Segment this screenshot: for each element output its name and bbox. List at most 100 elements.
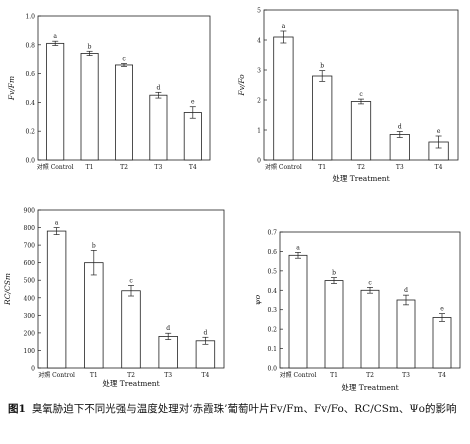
y-tick-label: 0.0	[267, 366, 277, 373]
x-tick-label: T2	[120, 164, 128, 171]
y-tick-label: 0.5	[267, 268, 277, 275]
bar	[350, 101, 372, 161]
x-axis-label: 处理 Treatment	[332, 173, 389, 183]
y-tick-label: 3	[257, 68, 261, 75]
y-tick-label: 0.3	[267, 307, 277, 314]
x-tick-label: T1	[318, 164, 326, 171]
chart-panel-3: 0 100 200 300 400 500 600 700 800 900 RC/CSm a 对照 Co…	[3, 208, 225, 388]
y-tick-label: 0.2	[267, 327, 277, 334]
bar	[312, 75, 333, 161]
significance-letter: d	[404, 287, 408, 294]
bar	[121, 290, 141, 369]
x-tick-label: T2	[357, 164, 365, 171]
y-tick-label: 200	[24, 330, 36, 337]
y-axis-label: ψo	[253, 294, 262, 305]
significance-letter: b	[88, 43, 92, 50]
significance-letter: d	[156, 84, 160, 91]
significance-letter: e	[440, 306, 444, 313]
y-tick-label: 0.7	[267, 230, 277, 237]
x-tick-label: 对照 Control	[37, 163, 74, 171]
significance-letter: e	[437, 128, 441, 135]
chart-panel-2: 0 1 2 3 4 5 Fv/Fo a 对照 Control b T1 c T2 d T3 e T4 处理 Tre…	[237, 8, 459, 183]
y-axis-label: Fv/Fo	[237, 74, 246, 97]
bar	[389, 134, 410, 161]
y-tick-label: 2	[257, 98, 261, 105]
y-tick-label: 0.6	[25, 71, 35, 78]
significance-letter: b	[92, 242, 96, 249]
x-tick-label: T4	[201, 372, 209, 379]
bar	[273, 36, 294, 161]
y-tick-label: 0.6	[267, 249, 277, 256]
bar	[80, 53, 99, 161]
x-tick-label: T3	[154, 164, 162, 171]
x-tick-label: T1	[90, 372, 98, 379]
x-tick-label: T2	[366, 372, 374, 379]
bar	[288, 254, 308, 369]
y-tick-label: 600	[24, 260, 36, 267]
significance-letter: c	[368, 279, 372, 286]
x-tick-label: T4	[189, 164, 197, 171]
bar	[432, 317, 452, 369]
y-axis-label: Fv/Fm	[7, 76, 16, 101]
significance-letter: a	[282, 23, 286, 30]
x-tick-label: T4	[438, 372, 446, 379]
x-tick-label: 对照 Control	[38, 371, 75, 379]
figure-caption-text: 臭氧胁迫下不同光强与温度处理对‘赤霞珠’葡萄叶片Fv/Fm、Fv/Fo、RC/C…	[31, 403, 457, 415]
x-tick-label: T3	[396, 164, 404, 171]
bar	[158, 335, 178, 369]
significance-letter: d	[398, 124, 402, 131]
significance-letter: d	[203, 329, 207, 336]
bar	[46, 230, 67, 369]
y-tick-label: 0.4	[267, 288, 277, 295]
x-tick-label: T3	[402, 372, 410, 379]
x-axis-label: 处理 Treatment	[102, 378, 159, 388]
x-tick-label: T4	[435, 164, 443, 171]
significance-letter: c	[129, 277, 133, 284]
y-tick-label: 4	[257, 38, 261, 45]
bar	[324, 280, 344, 369]
significance-letter: b	[320, 63, 324, 70]
chart-panel-4: 0.0 0.1 0.2 0.3 0.4 0.5 0.6 0.7 ψo a 对照 Control b T1…	[253, 230, 461, 392]
y-tick-label: 0.8	[25, 42, 35, 49]
y-tick-label: 100	[24, 348, 36, 355]
significance-letter: a	[53, 33, 57, 40]
significance-letter: d	[166, 325, 170, 332]
y-tick-label: 900	[24, 208, 36, 215]
bar	[115, 64, 134, 161]
figure-number: 图1	[8, 403, 26, 415]
y-tick-label: 1	[257, 128, 261, 135]
significance-letter: b	[332, 270, 336, 277]
y-tick-label: 0.4	[25, 100, 35, 107]
y-tick-label: 0	[31, 366, 35, 373]
y-tick-label: 0	[257, 158, 261, 165]
y-tick-label: 0.2	[25, 129, 35, 136]
x-tick-label: T1	[86, 164, 94, 171]
bar	[195, 340, 216, 369]
significance-letter: c	[359, 91, 363, 98]
x-tick-label: T2	[127, 372, 135, 379]
bar	[360, 289, 380, 369]
x-axis-label: 处理 Treatment	[341, 382, 398, 392]
bar	[183, 112, 202, 161]
bar	[46, 42, 65, 161]
y-tick-label: 0.0	[25, 158, 35, 165]
bar	[84, 262, 104, 369]
y-tick-label: 1.0	[25, 14, 35, 21]
y-tick-label: 400	[24, 295, 36, 302]
y-tick-label: 500	[24, 278, 36, 285]
y-tick-label: 0.1	[267, 346, 277, 353]
y-axis-label: RC/CSm	[3, 273, 12, 306]
x-tick-label: T3	[164, 372, 172, 379]
significance-letter: e	[191, 99, 195, 106]
y-tick-label: 700	[24, 243, 36, 250]
significance-letter: a	[55, 220, 59, 227]
x-tick-label: T1	[330, 372, 338, 379]
y-tick-label: 800	[24, 225, 36, 232]
bar	[149, 94, 168, 161]
bar	[396, 299, 416, 369]
figure-caption: 图1 臭氧胁迫下不同光强与温度处理对‘赤霞珠’葡萄叶片Fv/Fm、Fv/Fo、RC…	[8, 400, 463, 419]
x-tick-label: 对照 Control	[265, 163, 302, 171]
x-tick-label: 对照 Control	[280, 371, 317, 379]
